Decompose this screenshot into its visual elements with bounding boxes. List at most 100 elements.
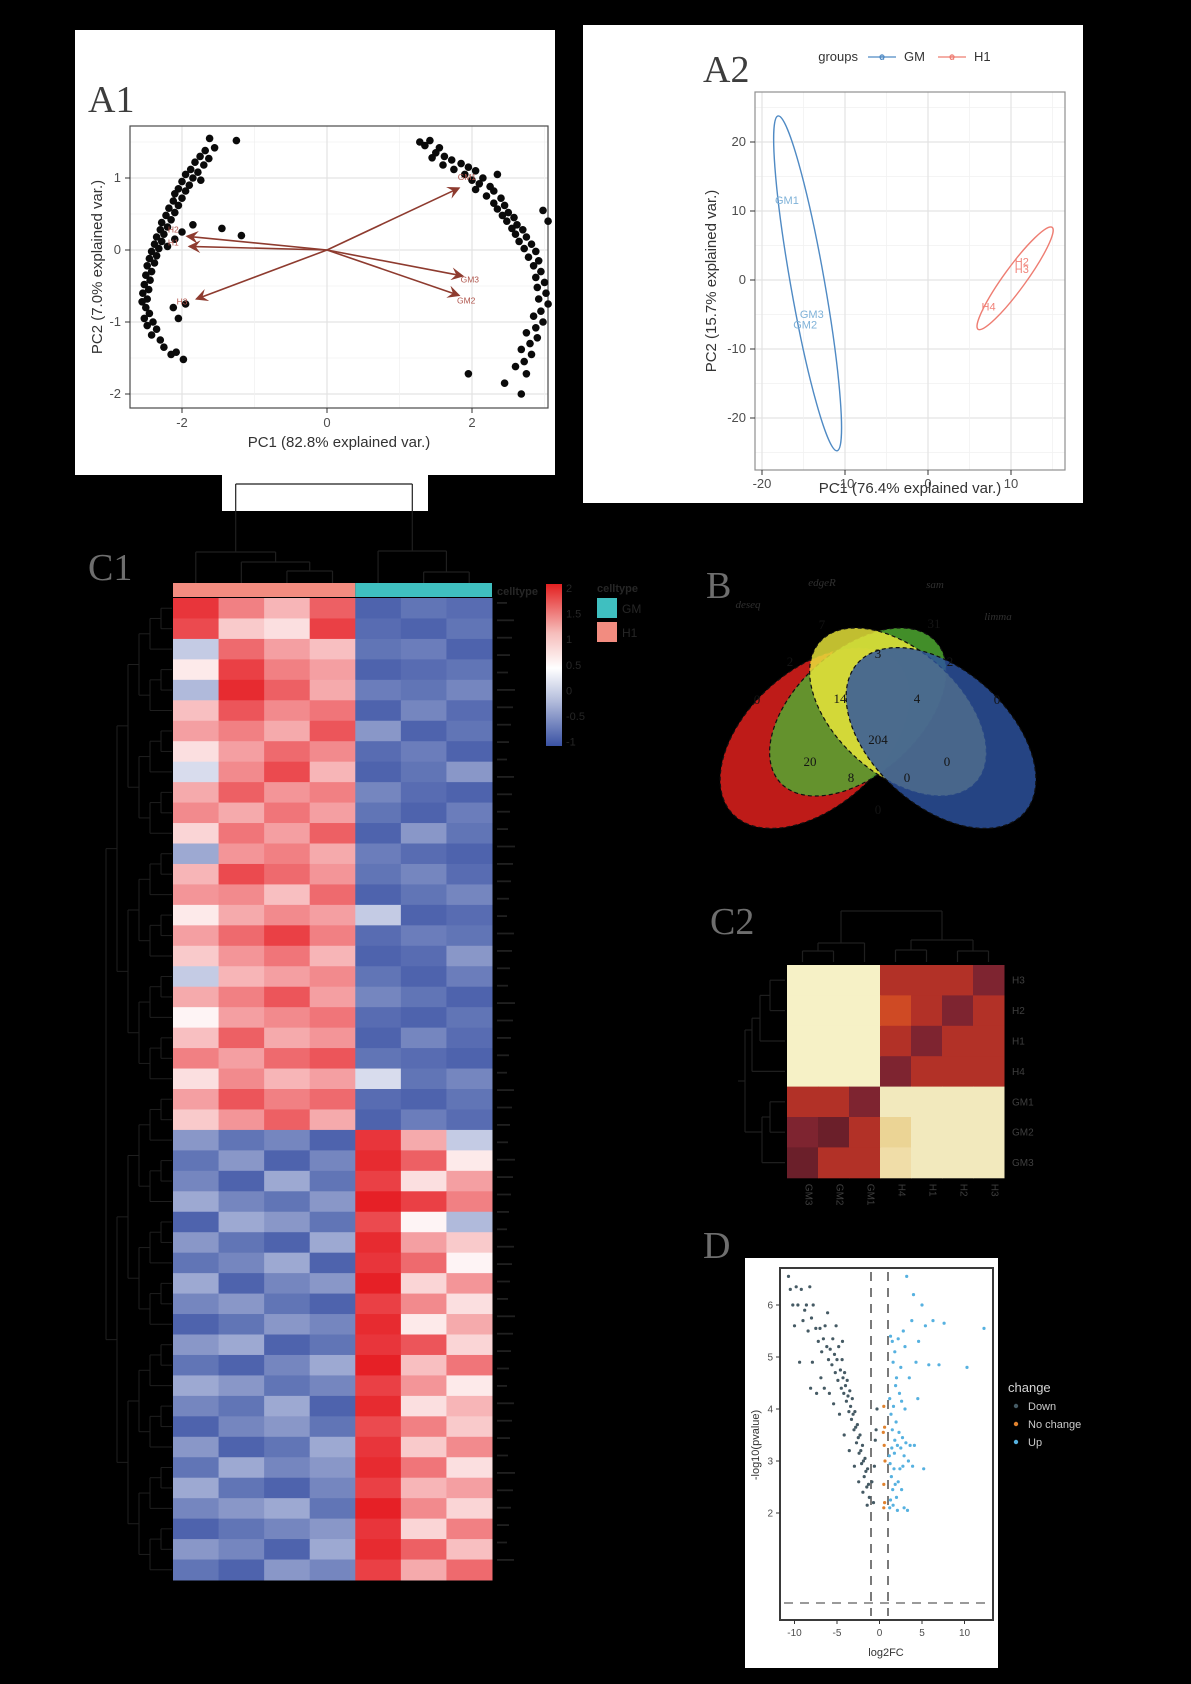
d-volcano-point [801, 1319, 805, 1323]
c1-heatmap-cell [264, 761, 311, 783]
a1-scatter-point [157, 237, 166, 246]
c1-heatmap-cell [173, 741, 220, 763]
c1-heatmap-cell [309, 904, 356, 926]
c1-heatmap-cell [218, 884, 265, 906]
d-volcano-point [791, 1303, 795, 1307]
d-volcano-point [844, 1399, 849, 1403]
a1-arrow-label: GM3 [461, 274, 480, 284]
c1-gene-label-dash [497, 1332, 513, 1335]
d-legend-item-label: Down [1028, 1401, 1056, 1413]
c1-colorbar-tick-label: -0.5 [566, 711, 585, 723]
c1-gene-label-dash [497, 1211, 509, 1213]
a1-scatter-point [162, 211, 170, 220]
a1-scatter-point [493, 205, 502, 213]
c1-heatmap-cell [173, 1354, 220, 1376]
c1-heatmap-cell [173, 1375, 220, 1397]
d-volcano-point [816, 1339, 820, 1343]
c1-heatmap-cell [400, 720, 447, 742]
d-x-tick-label: 10 [959, 1628, 971, 1639]
c1-heatmap-cell [355, 1314, 402, 1335]
c1-heatmap-cell [400, 904, 447, 926]
c1-heatmap-cell [309, 1518, 356, 1540]
a1-scatter-point [144, 285, 153, 294]
d-volcano-point [828, 1347, 832, 1351]
a1-scatter-point [160, 343, 168, 352]
c2-heatmap-cell [849, 1086, 881, 1118]
c2-heatmap-cell [942, 1056, 974, 1088]
c1-heatmap-cell [400, 1436, 447, 1458]
d-volcano-point [826, 1311, 830, 1315]
c1-heatmap-cell [309, 823, 356, 844]
a2-y-tick-label: -10 [727, 341, 746, 356]
d-volcano-point [859, 1449, 863, 1453]
d-volcano-point [883, 1459, 887, 1463]
venn-region-count: 4 [914, 691, 921, 706]
c1-heatmap-cell [355, 863, 402, 885]
c1-heatmap-cell [173, 700, 220, 722]
panel-label-b: B [706, 565, 731, 607]
c1-heatmap-cell [355, 1150, 402, 1172]
d-volcano-point [835, 1358, 839, 1362]
c1-heatmap-cell [355, 1027, 402, 1049]
c2-heatmap-cell [880, 995, 912, 1027]
c1-heatmap-cell [264, 863, 311, 885]
c1-heatmap-cell [309, 1539, 356, 1561]
d-volcano-point [786, 1274, 791, 1278]
a1-scatter-point [447, 156, 456, 164]
venn-region-count: 0 [875, 802, 882, 817]
c2-heatmap-cell [849, 1147, 881, 1179]
a1-scatter-point [522, 329, 531, 337]
c1-heatmap-cell [400, 1498, 447, 1520]
a1-scatter-point [218, 224, 226, 233]
c1-colorbar-tick-label: 1.5 [566, 609, 581, 621]
d-volcano-point [819, 1376, 823, 1380]
d-volcano-point [856, 1436, 860, 1440]
c1-gene-label-dash [497, 984, 508, 987]
c1-heatmap-cell [173, 863, 220, 885]
venn-region-count: 31 [928, 616, 941, 631]
a1-scatter-point [171, 235, 179, 243]
c2-heatmap-cell [849, 995, 881, 1027]
d-volcano-point [823, 1324, 827, 1328]
a1-scatter-point [178, 228, 186, 236]
d-volcano-point [893, 1482, 897, 1486]
d-volcano-point [920, 1303, 924, 1307]
venn-region-count: 0 [944, 754, 951, 769]
c1-heatmap-cell [218, 700, 265, 722]
c1-gene-label-dash [497, 1228, 507, 1231]
d-legend-item-label: Up [1028, 1437, 1042, 1449]
a1-scatter-point [500, 201, 509, 210]
c1-heatmap-cell [355, 638, 402, 660]
a1-loading-arrow [187, 240, 328, 254]
d-volcano-point [912, 1443, 917, 1447]
d-volcano-point [897, 1391, 902, 1395]
c1-heatmap-cell [355, 1293, 402, 1315]
d-volcano-point [910, 1319, 914, 1323]
venn-set-label-edgeR: edgeR [808, 577, 836, 589]
c1-heatmap-cell [218, 1109, 265, 1131]
c1-heatmap-cell [400, 1477, 447, 1499]
a1-scatter-point [146, 276, 154, 285]
a2-x-tick-label: 10 [1004, 476, 1018, 491]
c1-gene-label-dash [497, 1245, 514, 1248]
c1-heatmap-cell [264, 1314, 311, 1335]
c1-heatmap-cell [173, 1109, 220, 1131]
c1-heatmap-cell [173, 720, 220, 742]
c1-heatmap-cell [218, 1007, 265, 1029]
d-volcano-point [888, 1462, 892, 1466]
c1-heatmap-cell [264, 659, 311, 681]
c1-heatmap-cell [264, 986, 311, 1008]
c1-heatmap-cell [218, 966, 265, 988]
c1-heatmap-cell [400, 884, 447, 906]
c2-heatmap-cell [973, 1147, 1005, 1179]
a1-arrow-label: H2 [168, 225, 179, 235]
c1-gene-label-dash [497, 793, 512, 796]
c2-heatmap-cell [973, 1086, 1005, 1118]
c1-gene-label-dash [497, 1002, 515, 1004]
a1-scatter-point [527, 240, 536, 248]
c1-heatmap-cell [218, 1089, 265, 1110]
a1-scatter-point [178, 194, 186, 202]
c1-heatmap-cell [173, 1007, 220, 1029]
c1-heatmap-cell [446, 1150, 493, 1172]
a1-scatter-point [194, 168, 202, 176]
